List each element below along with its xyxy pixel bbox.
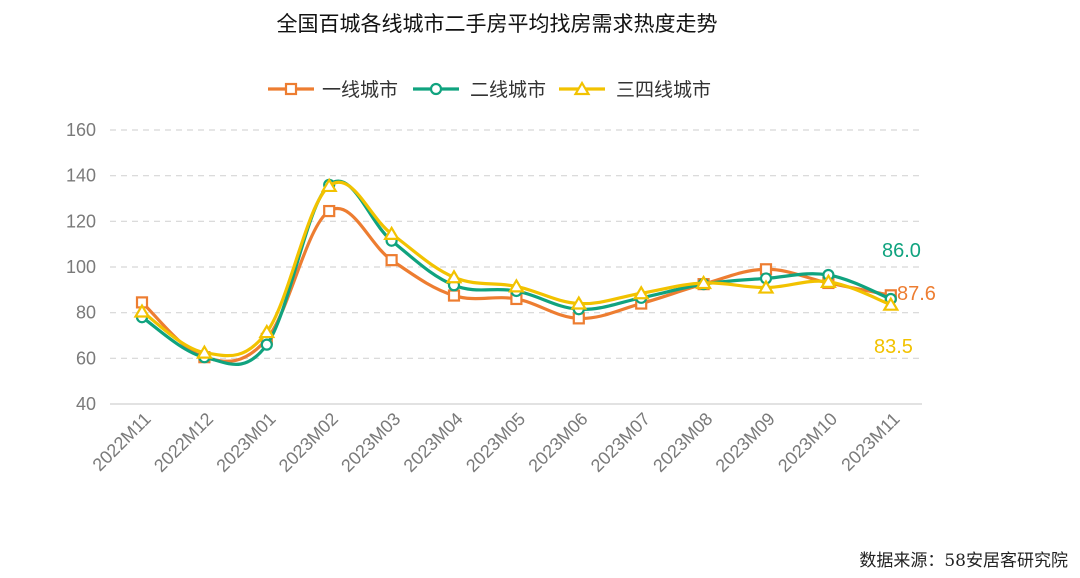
data-point-marker — [383, 225, 401, 240]
data-point-marker — [819, 273, 837, 288]
end-labels: 87.6 86.0 83.5 — [874, 240, 936, 358]
legend-marker — [573, 80, 591, 96]
data-point-marker — [447, 289, 461, 302]
legend-label: 二线城市 — [470, 79, 546, 101]
y-tick-label: 160 — [66, 120, 96, 140]
legend: 一线城市 二线城市 三四线城市 — [268, 79, 711, 101]
x-tick-label: 2023M09 — [712, 409, 779, 476]
y-axis: 40 60 80 100 120 140 160 — [66, 120, 96, 414]
legend-label: 一线城市 — [322, 79, 398, 101]
legend-marker — [284, 82, 298, 96]
x-tick-label: 2023M04 — [400, 409, 467, 476]
data-label-end: 87.6 — [897, 283, 936, 305]
series-3 — [133, 177, 900, 359]
data-point-marker — [258, 323, 276, 339]
data-point-marker — [445, 269, 463, 284]
x-tick-label: 2023M10 — [774, 409, 841, 476]
y-tick-label: 100 — [66, 257, 96, 277]
data-point-marker — [260, 338, 273, 351]
data-point-marker — [507, 278, 525, 293]
y-tick-label: 140 — [66, 166, 96, 186]
x-tick-label: 2023M11 — [837, 409, 903, 475]
x-tick-label: 2023M06 — [524, 409, 591, 476]
data-point-marker — [695, 274, 713, 290]
x-tick-label: 2022M11 — [89, 409, 155, 475]
data-point-marker — [133, 303, 151, 318]
x-tick-label: 2023M02 — [275, 409, 342, 476]
data-point-marker — [385, 254, 398, 267]
data-point-marker — [882, 296, 900, 311]
data-point-marker — [195, 344, 213, 359]
data-point-marker — [570, 295, 588, 310]
data-label-end: 86.0 — [882, 240, 921, 262]
data-point-marker — [323, 204, 336, 218]
chart-title: 全国百城各线城市二手房平均找房需求热度走势 — [277, 12, 718, 36]
x-axis: 2022M112022M122023M012023M022023M032023M… — [89, 409, 904, 476]
data-point-marker — [320, 177, 338, 193]
data-point-marker — [632, 285, 650, 300]
y-tick-label: 60 — [76, 348, 96, 368]
y-tick-label: 80 — [76, 303, 96, 323]
legend-item: 三四线城市 — [559, 79, 711, 101]
data-point-marker — [757, 279, 775, 294]
x-tick-label: 2022M12 — [150, 409, 217, 476]
x-tick-label: 2023M07 — [587, 409, 654, 476]
legend-item: 一线城市 — [268, 79, 398, 101]
legend-marker — [429, 82, 443, 96]
y-tick-label: 40 — [76, 394, 96, 414]
x-tick-label: 2023M08 — [649, 409, 716, 476]
legend-item: 二线城市 — [413, 79, 546, 101]
x-tick-label: 2023M01 — [212, 409, 279, 476]
y-tick-label: 120 — [66, 211, 96, 231]
data-label-end: 83.5 — [874, 336, 913, 358]
x-tick-label: 2023M03 — [337, 409, 404, 476]
series-line — [140, 179, 893, 366]
x-tick-label: 2023M05 — [462, 409, 529, 476]
legend-label: 三四线城市 — [616, 79, 711, 101]
series-layer — [133, 177, 900, 366]
source-note: 数据来源：58安居客研究院 — [859, 551, 1068, 571]
